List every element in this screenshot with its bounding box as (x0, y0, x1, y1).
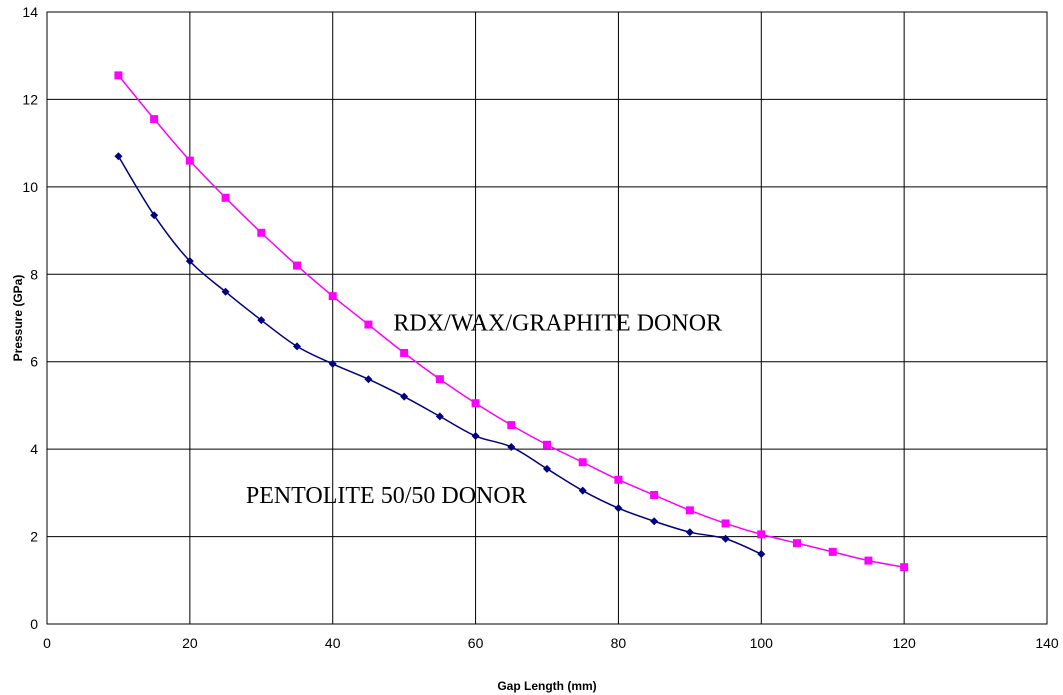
x-tick-label: 80 (611, 635, 627, 651)
data-point-diamond (685, 528, 694, 537)
data-point-diamond (221, 287, 230, 296)
data-point-diamond (507, 442, 516, 451)
data-point-square (543, 440, 551, 449)
data-point-square (578, 458, 587, 467)
annotations: RDX/WAX/GRAPHITE DONOR PENTOLITE 50/50 DO… (246, 310, 722, 509)
x-tick-label: 100 (750, 635, 774, 651)
y-axis-title: Pressure (GPa) (11, 275, 25, 362)
y-tick-label: 0 (30, 616, 38, 632)
x-tick-label: 40 (325, 635, 341, 651)
data-point-diamond (185, 257, 194, 266)
y-tick-label: 14 (22, 4, 38, 20)
data-point-square (257, 228, 266, 237)
x-tick-label: 60 (468, 635, 484, 651)
annotation-label: RDX/WAX/GRAPHITE DONOR (393, 310, 722, 336)
data-point-diamond (150, 211, 159, 220)
y-tick-label: 6 (30, 354, 38, 370)
data-point-square (864, 556, 873, 565)
data-point-square (793, 539, 801, 548)
y-tick-label: 2 (30, 529, 38, 545)
data-point-square (507, 421, 516, 430)
data-point-diamond (757, 550, 766, 559)
data-point-diamond (471, 432, 480, 441)
x-tick-label: 120 (892, 635, 916, 651)
data-point-square (364, 320, 373, 329)
data-point-diamond (721, 534, 730, 543)
x-axis-title: Gap Length (mm) (497, 679, 596, 693)
x-tick-label: 0 (43, 635, 51, 651)
data-point-square (221, 193, 230, 202)
data-point-square (114, 71, 123, 80)
data-point-square (650, 491, 659, 500)
data-point-square (435, 375, 444, 384)
y-tick-label: 10 (22, 179, 38, 195)
y-tick-label: 8 (30, 266, 38, 282)
data-point-square (293, 261, 301, 270)
data-point-diamond (435, 412, 444, 421)
data-point-square (828, 547, 837, 556)
annotation-label: PENTOLITE 50/50 DONOR (246, 483, 527, 509)
plot-area-frame (46, 11, 1048, 625)
series-1 (114, 71, 909, 572)
tick-labels: 0 20 40 60 80 100 120 140 0 2 4 6 8 10 12 14 (22, 4, 1058, 651)
data-point-square (400, 348, 409, 357)
data-point-square (757, 530, 766, 539)
data-point-square (328, 292, 337, 301)
data-point-square (900, 563, 909, 572)
data-point-square (185, 156, 194, 165)
y-tick-label: 4 (30, 441, 38, 457)
y-tick-label: 12 (22, 91, 38, 107)
data-point-diamond (543, 464, 551, 473)
data-point-square (471, 399, 480, 408)
series-layer (114, 71, 909, 572)
data-point-diamond (650, 517, 659, 526)
x-tick-label: 20 (182, 635, 198, 651)
data-point-diamond (114, 152, 123, 161)
data-point-diamond (364, 375, 373, 384)
data-point-diamond (578, 486, 587, 495)
data-point-square (150, 115, 159, 124)
data-point-square (614, 475, 623, 484)
data-point-diamond (400, 392, 409, 401)
grid-lines (46, 11, 1048, 625)
x-tick-label: 140 (1035, 635, 1059, 651)
data-point-diamond (257, 316, 266, 325)
data-point-square (721, 519, 730, 528)
series-2 (114, 152, 766, 559)
data-point-diamond (328, 359, 337, 368)
data-point-square (685, 506, 694, 515)
data-point-diamond (293, 342, 301, 351)
data-point-diamond (614, 504, 623, 513)
